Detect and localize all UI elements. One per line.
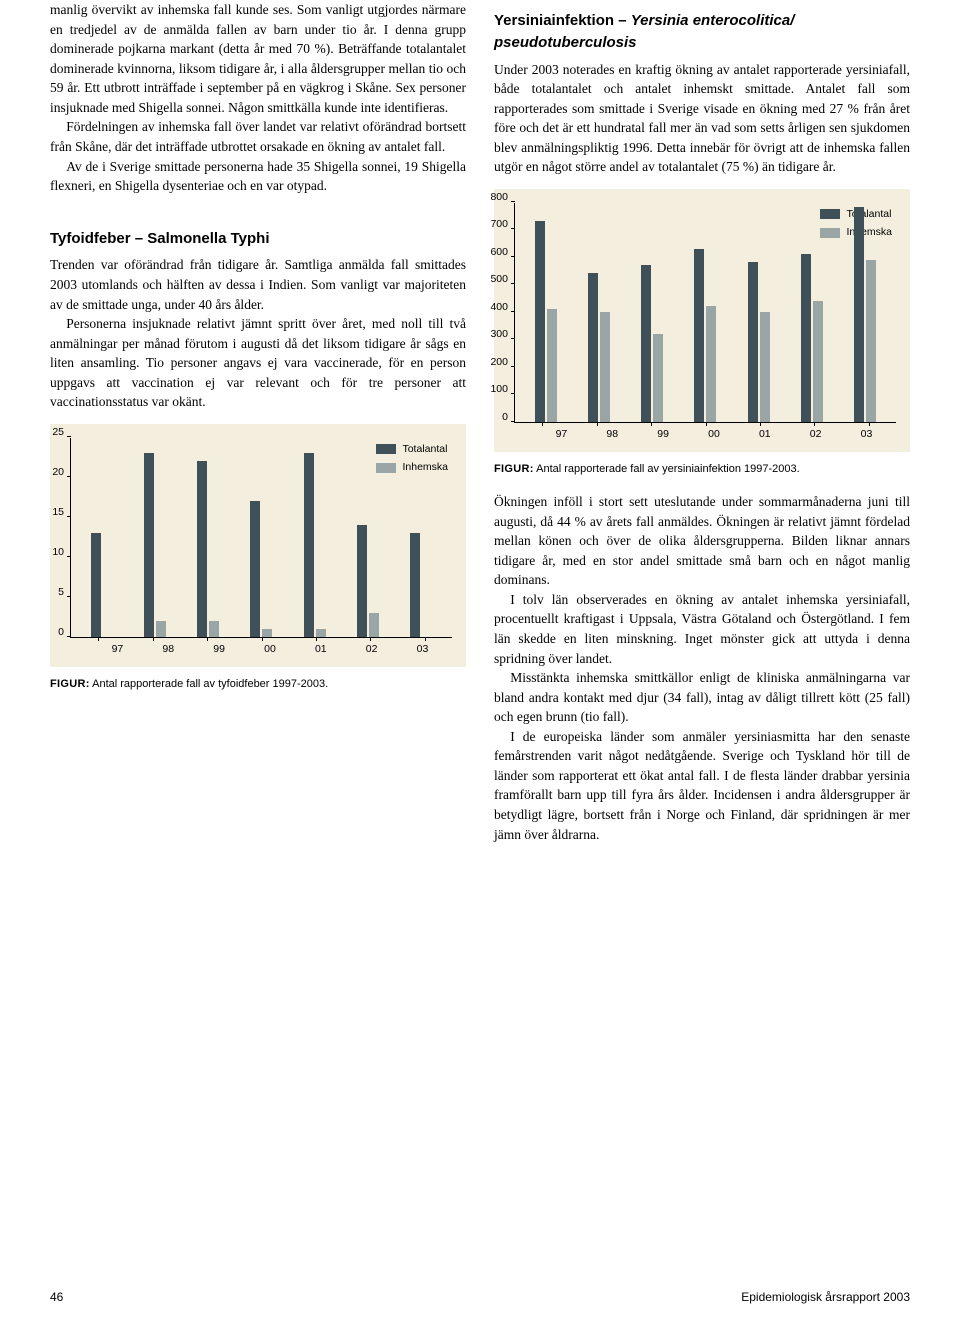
x-tick-label: 99	[205, 642, 233, 657]
bar-total	[357, 525, 367, 637]
x-tick-label: 98	[154, 642, 182, 657]
x-tick-label: 00	[700, 427, 728, 442]
bar-group	[407, 533, 435, 637]
bar-group	[354, 525, 382, 637]
bar-total	[588, 273, 598, 422]
bar-inhemsk	[316, 629, 326, 637]
bar-inhemsk	[866, 260, 876, 422]
bar-inhemsk	[653, 334, 663, 422]
footer-source: Epidemiologisk årsrapport 2003	[741, 1289, 910, 1306]
bar-total	[748, 262, 758, 422]
bar-total	[304, 453, 314, 637]
x-tick-label: 01	[307, 642, 335, 657]
chart-caption: FIGUR: Antal rapporterade fall av yersin…	[494, 462, 910, 478]
plot-area	[514, 203, 896, 423]
bar-inhemsk	[369, 613, 379, 637]
bar-total	[535, 221, 545, 422]
bar-group	[194, 461, 222, 637]
x-tick-label: 01	[751, 427, 779, 442]
body-para: Av de i Sverige smittade personerna hade…	[50, 157, 466, 196]
bar-inhemsk	[156, 621, 166, 637]
x-tick-label: 99	[649, 427, 677, 442]
bar-total	[641, 265, 651, 422]
body-para: Trenden var oförändrad från tidigare år.…	[50, 255, 466, 314]
bar-total	[801, 254, 811, 422]
bar-inhemsk	[209, 621, 219, 637]
body-para: I tolv län observerades en ökning av ant…	[494, 590, 910, 668]
body-para: Ökningen inföll i stort sett uteslutande…	[494, 492, 910, 590]
body-para: Fördelningen av inhemska fall över lande…	[50, 117, 466, 156]
bar-total	[144, 453, 154, 637]
chart-caption: FIGUR: Antal rapporterade fall av tyfoid…	[50, 677, 466, 693]
chart-yersinia: Totalantal Inhemska 01002003004005006007…	[494, 189, 910, 452]
x-tick-label: 02	[802, 427, 830, 442]
caption-prefix: FIGUR:	[494, 463, 534, 475]
body-para: Personerna insjuknade relativt jämnt spr…	[50, 314, 466, 412]
bars-container	[515, 203, 896, 422]
bar-total	[250, 501, 260, 637]
section-title-yersinia: Yersiniainfektion – Yersinia enterocolit…	[494, 10, 910, 54]
x-tick-label: 02	[358, 642, 386, 657]
bar-inhemsk	[547, 309, 557, 422]
chart-tyfoid: Totalantal Inhemska 0510152025 979899000…	[50, 424, 466, 667]
bar-inhemsk	[760, 312, 770, 422]
caption-text: Antal rapporterade fall av yersiniainfek…	[534, 463, 800, 475]
bar-inhemsk	[600, 312, 610, 422]
bar-total	[694, 249, 704, 422]
x-axis: 97 98 99 00 01 02 03	[88, 642, 452, 657]
x-axis: 97 98 99 00 01 02 03	[532, 427, 896, 442]
bar-group	[585, 273, 613, 422]
body-para: manlig övervikt av inhemska fall kunde s…	[50, 0, 466, 117]
bar-group	[88, 533, 116, 637]
bar-inhemsk	[813, 301, 823, 422]
bar-group	[691, 249, 719, 422]
x-tick-label: 00	[256, 642, 284, 657]
bars-container	[71, 438, 452, 637]
x-tick-label: 03	[408, 642, 436, 657]
bar-total	[854, 207, 864, 422]
title-text: Tyfoidfeber – Salmonella Typhi	[50, 230, 270, 247]
plot-area	[70, 438, 452, 638]
bar-group	[798, 254, 826, 422]
x-tick-label: 97	[547, 427, 575, 442]
bar-group	[301, 453, 329, 637]
title-text: Yersiniainfektion –	[494, 12, 631, 29]
bar-group	[247, 501, 275, 637]
body-para: Misstänkta inhemska smittkällor enligt d…	[494, 668, 910, 727]
page-number: 46	[50, 1289, 63, 1306]
bar-group	[851, 207, 879, 422]
bar-inhemsk	[262, 629, 272, 637]
bar-total	[91, 533, 101, 637]
bar-group	[141, 453, 169, 637]
bar-total	[410, 533, 420, 637]
x-tick-label: 98	[598, 427, 626, 442]
bar-group	[532, 221, 560, 422]
bar-group	[638, 265, 666, 422]
body-para: Under 2003 noterades en kraftig ökning a…	[494, 60, 910, 177]
x-tick-label: 03	[852, 427, 880, 442]
caption-text: Antal rapporterade fall av tyfoidfeber 1…	[90, 678, 329, 690]
bar-group	[745, 262, 773, 422]
caption-prefix: FIGUR:	[50, 678, 90, 690]
section-title-tyfoid: Tyfoidfeber – Salmonella Typhi	[50, 228, 466, 250]
bar-total	[197, 461, 207, 637]
page-footer: 46 Epidemiologisk årsrapport 2003	[50, 1289, 910, 1306]
body-para: I de europeiska länder som anmäler yersi…	[494, 727, 910, 844]
x-tick-label: 97	[103, 642, 131, 657]
bar-inhemsk	[706, 306, 716, 422]
